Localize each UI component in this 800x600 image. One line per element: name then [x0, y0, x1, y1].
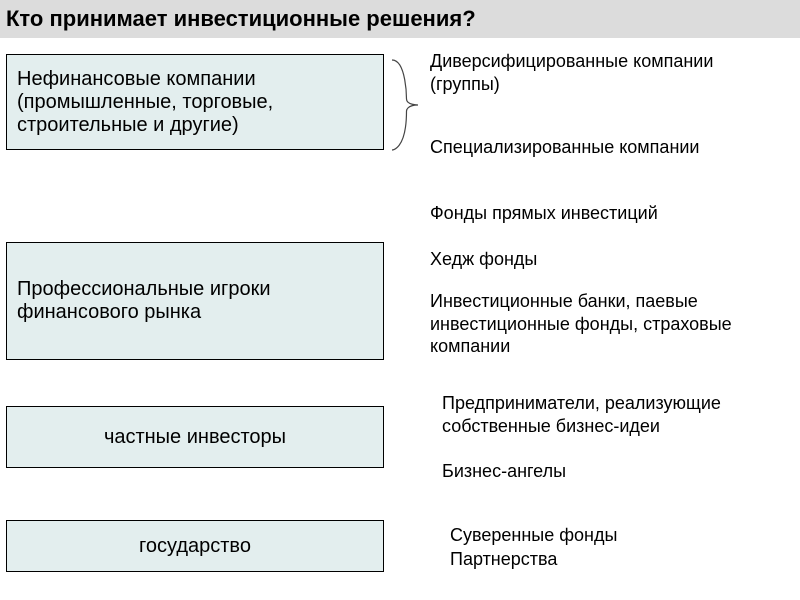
lbl-entrepreneurs: Предприниматели, реализующие собственные…	[442, 392, 782, 437]
curly-brace	[390, 58, 420, 152]
lbl-specialized: Специализированные компании	[430, 136, 770, 159]
box-state: государство	[6, 520, 384, 572]
lbl-pe: Фонды прямых инвестиций	[430, 202, 770, 225]
box-professional: Профессиональные игроки финансового рынк…	[6, 242, 384, 360]
box-private: частные инвесторы	[6, 406, 384, 468]
page-title: Кто принимает инвестиционные решения?	[0, 0, 800, 38]
lbl-sovereign: Суверенные фонды	[450, 524, 790, 547]
lbl-diversified: Диверсифицированные компании (группы)	[430, 50, 770, 95]
box-nonfinancial: Нефинансовые компании (промышленные, тор…	[6, 54, 384, 150]
lbl-banks: Инвестиционные банки, паевые инвестицион…	[430, 290, 780, 358]
brace-path	[392, 60, 418, 150]
lbl-angels: Бизнес-ангелы	[442, 460, 782, 483]
lbl-hedge: Хедж фонды	[430, 248, 770, 271]
lbl-partnership: Партнерства	[450, 548, 790, 571]
